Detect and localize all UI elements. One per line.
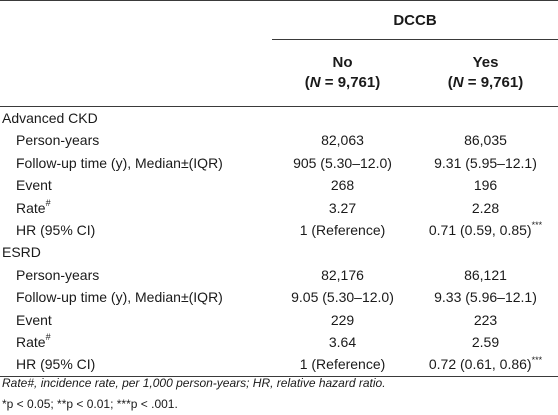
value-no: 82,063 bbox=[321, 132, 364, 149]
value-yes-cell: 0.71 (0.59, 0.85)*** bbox=[413, 219, 558, 241]
row-label-cell: Follow-up time (y), Median±(IQR) bbox=[0, 152, 272, 174]
row-label: HR (95% CI) bbox=[16, 222, 96, 239]
section-row: Advanced CKD bbox=[0, 107, 558, 130]
row-label: Rate bbox=[16, 199, 46, 216]
table-row: HR (95% CI) 1 (Reference) 0.72 (0.61, 0.86… bbox=[0, 353, 558, 377]
section-title: ESRD bbox=[2, 244, 41, 261]
n-symbol: N bbox=[452, 74, 464, 91]
row-label-cell: HR (95% CI) bbox=[0, 219, 272, 241]
n-symbol: N bbox=[309, 74, 321, 91]
value-yes-cell: 196 bbox=[413, 174, 558, 196]
value-yes-cell: 86,035 bbox=[413, 129, 558, 151]
value-yes-cell: 223 bbox=[413, 309, 558, 331]
table-row: HR (95% CI) 1 (Reference) 0.71 (0.59, 0.85… bbox=[0, 219, 558, 241]
header-row-columns: No (N = 9,761) Yes (N = 9,761) bbox=[0, 39, 558, 107]
value-no: 229 bbox=[330, 311, 355, 328]
section-row: ESRD bbox=[0, 241, 558, 263]
header-blank-cell bbox=[0, 0, 272, 40]
header-blank-cell bbox=[0, 39, 272, 107]
column-label-yes: Yes bbox=[472, 54, 499, 71]
row-label: Person-years bbox=[16, 132, 100, 149]
row-label-cell: Person-years bbox=[0, 264, 272, 286]
value-yes: 9.33 (5.96–12.1) bbox=[434, 289, 537, 306]
table-row: Follow-up time (y), Median±(IQR) 905 (5.3… bbox=[0, 152, 558, 174]
row-label: Follow-up time (y), Median±(IQR) bbox=[16, 289, 223, 306]
table-row: Rate# 3.64 2.59 bbox=[0, 331, 558, 353]
value-yes: 223 bbox=[473, 311, 498, 328]
value-no: 3.64 bbox=[328, 334, 357, 351]
label-superscript: # bbox=[45, 197, 51, 208]
value-yes-cell: 86,121 bbox=[413, 264, 558, 286]
value-yes: 86,121 bbox=[464, 266, 507, 283]
value-yes: 0.71 (0.59, 0.85) bbox=[428, 222, 532, 239]
table-body: Advanced CKD Person-years 82,063 86,035 Foll… bbox=[0, 107, 558, 377]
column-header-no: No (N = 9,761) bbox=[272, 39, 413, 107]
value-no: 1 (Reference) bbox=[299, 222, 386, 239]
row-label: Person-years bbox=[16, 266, 100, 283]
table-row: Event 229 223 bbox=[0, 309, 558, 331]
label-superscript: # bbox=[45, 332, 51, 343]
significance-marker: *** bbox=[531, 354, 543, 365]
value-yes-cell: 2.59 bbox=[413, 331, 558, 353]
significance-marker: *** bbox=[531, 220, 543, 231]
row-label: Event bbox=[16, 311, 52, 328]
header-row-group: DCCB bbox=[0, 0, 558, 40]
row-label-cell: Event bbox=[0, 174, 272, 196]
value-yes-cell: 9.31 (5.95–12.1) bbox=[413, 152, 558, 174]
row-label-cell: Follow-up time (y), Median±(IQR) bbox=[0, 286, 272, 308]
n-count-no: (N = 9,761) bbox=[304, 74, 381, 91]
value-yes-cell: 0.72 (0.61, 0.86)*** bbox=[413, 353, 558, 377]
value-yes: 196 bbox=[473, 177, 498, 194]
row-label: Follow-up time (y), Median±(IQR) bbox=[16, 154, 223, 171]
value-yes: 9.31 (5.95–12.1) bbox=[434, 154, 537, 171]
value-no: 268 bbox=[330, 177, 355, 194]
table-row: Rate# 3.27 2.28 bbox=[0, 197, 558, 219]
table-row: Person-years 82,176 86,121 bbox=[0, 264, 558, 286]
footnote-significance: *p < 0.05; **p < 0.01; ***p < .001. bbox=[2, 397, 178, 411]
table-row: Event 268 196 bbox=[0, 174, 558, 196]
value-yes: 0.72 (0.61, 0.86) bbox=[428, 356, 532, 373]
row-label: Rate bbox=[16, 334, 46, 351]
group-header-dccb: DCCB bbox=[272, 0, 558, 40]
n-value-yes: = 9,761) bbox=[463, 74, 524, 91]
row-label-cell: Person-years bbox=[0, 129, 272, 151]
table-row: Follow-up time (y), Median±(IQR) 9.05 (5.… bbox=[0, 286, 558, 308]
value-yes-cell: 2.28 bbox=[413, 197, 558, 219]
section-title: Advanced CKD bbox=[2, 110, 98, 126]
value-no: 1 (Reference) bbox=[272, 353, 413, 377]
value-no: 905 (5.30–12.0) bbox=[293, 154, 392, 171]
value-no: 9.05 (5.30–12.0) bbox=[291, 289, 394, 306]
value-no: 3.27 bbox=[328, 199, 357, 216]
row-label-cell: Event bbox=[0, 309, 272, 331]
value-yes: 86,035 bbox=[464, 132, 507, 149]
row-label-cell: Rate# bbox=[0, 197, 272, 219]
value-yes: 2.28 bbox=[471, 199, 500, 216]
footnote-abbreviations: Rate#, incidence rate, per 1,000 person-… bbox=[2, 376, 386, 390]
table-row: Person-years 82,063 86,035 bbox=[0, 129, 558, 151]
row-label-cell: HR (95% CI) bbox=[0, 353, 272, 377]
n-value-no: = 9,761) bbox=[320, 74, 381, 91]
row-label: HR (95% CI) bbox=[16, 356, 96, 373]
row-label-cell: Rate# bbox=[0, 331, 272, 353]
column-label-no: No bbox=[332, 54, 353, 71]
column-header-yes: Yes (N = 9,761) bbox=[413, 39, 558, 107]
value-no: 82,176 bbox=[321, 266, 364, 283]
n-count-yes: (N = 9,761) bbox=[447, 74, 524, 91]
value-yes-cell: 9.33 (5.96–12.1) bbox=[413, 286, 558, 308]
value-yes: 2.59 bbox=[471, 334, 500, 351]
row-label: Event bbox=[16, 177, 52, 194]
results-table: DCCB No (N = 9,761) Yes (N = 9,761) Adva… bbox=[0, 0, 558, 377]
